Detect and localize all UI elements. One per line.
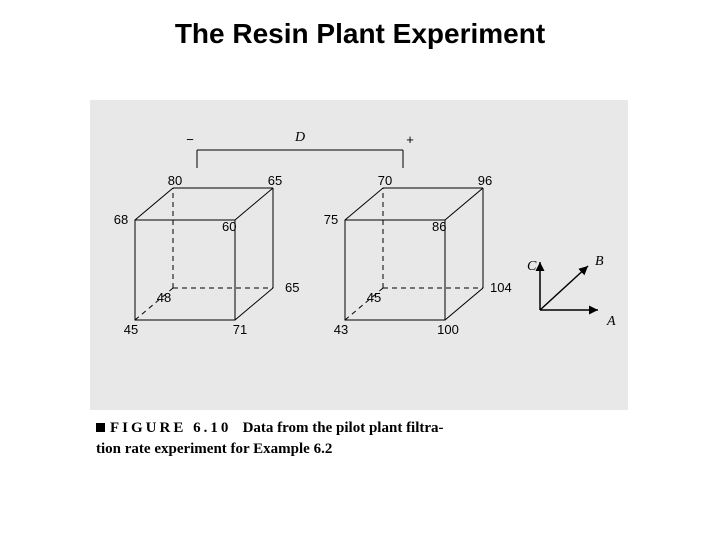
factor-bracket: D − + (186, 130, 414, 168)
left-cube: 45 71 68 60 48 65 80 65 (114, 173, 300, 337)
lc-depth-br (235, 288, 273, 320)
rc-bbl: 45 (367, 290, 381, 305)
rc-bbr: 104 (490, 280, 512, 295)
caption-line1: Data from the pilot plant filtra- (243, 420, 444, 436)
lc-bbr: 65 (285, 280, 299, 295)
factor-d-label: D (294, 130, 305, 145)
rc-depth-tr (445, 188, 483, 220)
lc-fbl: 45 (124, 322, 138, 337)
caption-line2: tion rate experiment for Example 6.2 (96, 441, 332, 457)
figure-label: FIGURE 6.10 (110, 420, 231, 436)
rc-fbr: 100 (437, 322, 459, 337)
axis-c-label: C (527, 259, 537, 274)
rc-btr: 96 (478, 173, 492, 188)
lc-ftl: 68 (114, 212, 128, 227)
axis-a-label: A (606, 314, 616, 329)
page-title: The Resin Plant Experiment (0, 0, 720, 60)
lc-btl: 80 (168, 173, 182, 188)
lc-fbr: 71 (233, 322, 247, 337)
axis-b (540, 266, 588, 310)
axis-b-label: B (595, 254, 604, 269)
lc-btr: 65 (268, 173, 282, 188)
lc-depth-tr (235, 188, 273, 220)
right-cube: 43 100 75 86 45 104 70 96 (324, 173, 512, 337)
rc-depth-br (445, 288, 483, 320)
lc-ftr: 60 (222, 219, 236, 234)
factor-minus-label: − (186, 132, 194, 147)
caption-square-icon (96, 423, 105, 432)
lc-bbl: 48 (157, 290, 171, 305)
rc-depth-tl (345, 188, 383, 220)
figure-caption: FIGURE 6.10 Data from the pilot plant fi… (90, 410, 628, 468)
rc-btl: 70 (378, 173, 392, 188)
rc-ftl: 75 (324, 212, 338, 227)
rc-fbl: 43 (334, 322, 348, 337)
figure-region: D − + (90, 100, 628, 410)
rc-front-face (345, 220, 445, 320)
lc-depth-tl (135, 188, 173, 220)
figure-svg: D − + (90, 100, 628, 410)
axis-diagram: A B C (527, 254, 616, 329)
rc-ftr: 86 (432, 219, 446, 234)
lc-front-face (135, 220, 235, 320)
factor-plus-label: + (406, 132, 414, 147)
